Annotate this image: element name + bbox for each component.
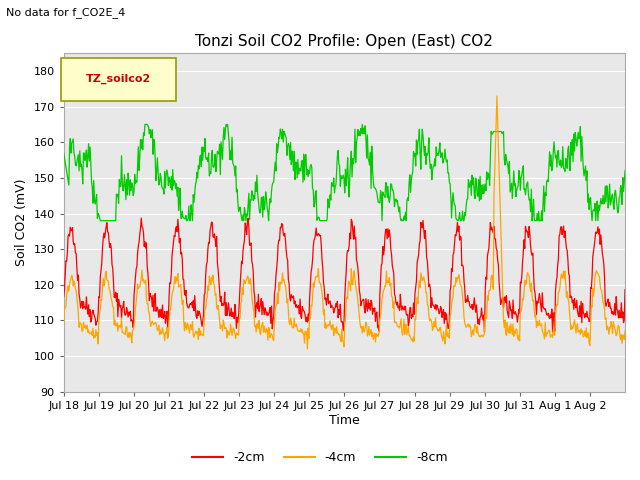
X-axis label: Time: Time bbox=[329, 414, 360, 427]
Y-axis label: Soil CO2 (mV): Soil CO2 (mV) bbox=[15, 179, 28, 266]
FancyBboxPatch shape bbox=[61, 58, 176, 100]
Text: TZ_soilco2: TZ_soilco2 bbox=[86, 74, 151, 84]
Text: No data for f_CO2E_4: No data for f_CO2E_4 bbox=[6, 7, 125, 18]
Title: Tonzi Soil CO2 Profile: Open (East) CO2: Tonzi Soil CO2 Profile: Open (East) CO2 bbox=[195, 34, 493, 49]
Legend: -2cm, -4cm, -8cm: -2cm, -4cm, -8cm bbox=[187, 446, 453, 469]
